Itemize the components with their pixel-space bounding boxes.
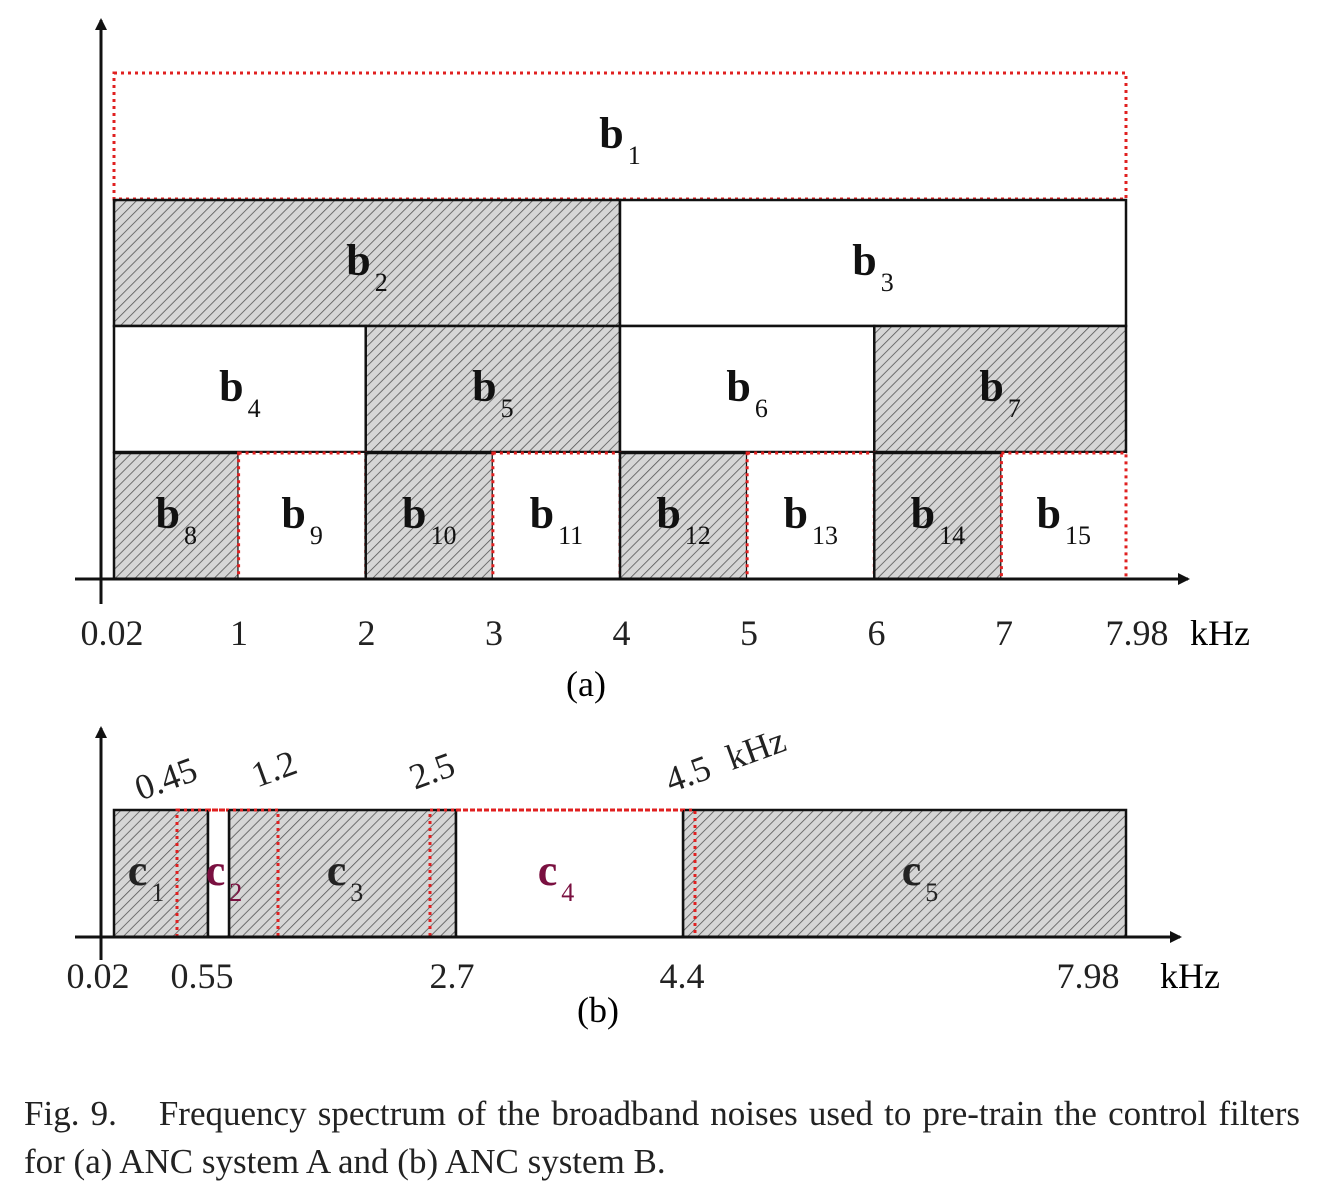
band-b6 xyxy=(618,324,876,454)
panel-b-top-tick: 1.2 xyxy=(246,742,302,795)
panel-a-label: (a) xyxy=(566,664,606,704)
band-b8 xyxy=(112,451,240,581)
panel-b-bottom-tick-labels: 0.02 0.55 2.7 4.4 7.98 xyxy=(67,956,1120,996)
panel-a-unit: kHz xyxy=(1190,613,1250,653)
caption-text: Frequency spectrum of the broadband nois… xyxy=(24,1094,1300,1181)
panel-a-tick: 7 xyxy=(995,613,1013,653)
band-c5 xyxy=(681,808,1128,939)
panel-b-bottom-tick: 4.4 xyxy=(660,956,705,996)
panel-a-tick: 3 xyxy=(485,613,503,653)
panel-b-bottom-tick: 7.98 xyxy=(1057,956,1120,996)
band-b11 xyxy=(491,451,622,581)
panel-b-bottom-tick: 0.55 xyxy=(171,956,234,996)
panel-b-unit: kHz xyxy=(1160,956,1220,996)
caption-number: Fig. 9. xyxy=(24,1094,117,1133)
band-b10 xyxy=(364,451,495,581)
band-b10-label: b 10 xyxy=(402,489,456,550)
panel-a-tick: 6 xyxy=(867,613,885,653)
panel-b-top-tick: 0.45 xyxy=(129,749,202,808)
band-b13-label: b 13 xyxy=(783,489,837,550)
band-b9 xyxy=(237,451,368,581)
panel-b-top-unit: kHz xyxy=(721,720,791,778)
band-b13 xyxy=(745,451,876,581)
panel-b-bottom-tick: 2.7 xyxy=(430,956,475,996)
band-b15 xyxy=(999,451,1128,581)
band-b11-label: b 11 xyxy=(530,489,584,550)
band-b14 xyxy=(873,451,1003,581)
panel-a-tick: 1 xyxy=(230,613,248,653)
panel-a-tick: 4 xyxy=(612,613,630,653)
frequency-band-diagram: b 1 b 2 b 3 b 4 b 5 b 6 b 7 b 8 b 9 b 10 b 11 b 12 b 13 b 14 b 15 0.0… xyxy=(67,18,1250,1030)
band-b7 xyxy=(873,324,1128,454)
band-gap-c4 xyxy=(457,812,682,935)
panel-a: b 1 b 2 b 3 b 4 b 5 b 6 b 7 b 8 b 9 b 10 b 11 b 12 b 13 b 14 b 15 0.0… xyxy=(75,18,1250,704)
panel-a-tick: 0.02 xyxy=(81,613,144,653)
panel-a-tick-labels: 0.02 1 2 3 4 5 6 7 7.98 xyxy=(81,613,1169,653)
panel-b-top-tick-labels: 0.45 1.2 2.5 4.5 kHz xyxy=(129,720,790,809)
band-b15-label: b 15 xyxy=(1036,489,1090,550)
panel-a-tick: 7.98 xyxy=(1106,613,1169,653)
panel-b-top-tick: 2.5 xyxy=(404,744,460,797)
band-b1 xyxy=(112,71,1128,201)
band-b14-label: b 14 xyxy=(911,489,965,550)
band-gap-c2 xyxy=(209,812,228,935)
band-b3 xyxy=(618,198,1128,328)
panel-b-label: (b) xyxy=(577,990,619,1030)
band-b12-label: b 12 xyxy=(656,489,710,550)
panel-b-top-tick: 4.5 xyxy=(660,747,716,800)
band-c2 xyxy=(175,808,280,939)
panel-a-bands: b 1 b 2 b 3 b 4 b 5 b 6 b 7 b 8 b 9 b 10 b 11 b 12 b 13 b 14 b 15 xyxy=(112,71,1128,581)
figure-caption: Fig. 9. Frequency spectrum of the broadba… xyxy=(24,1090,1300,1186)
panel-a-tick: 2 xyxy=(357,613,375,653)
panel-b-bottom-tick: 0.02 xyxy=(67,956,130,996)
band-b12 xyxy=(618,451,749,581)
band-c3 xyxy=(227,808,458,939)
panel-a-tick: 5 xyxy=(740,613,758,653)
